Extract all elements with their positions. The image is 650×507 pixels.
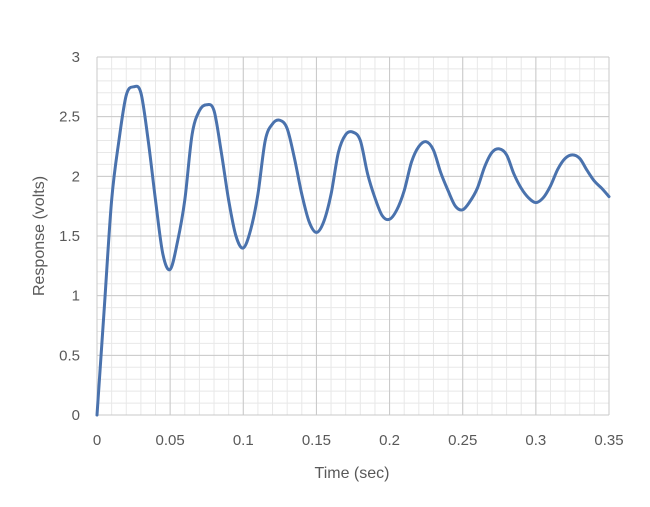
y-tick-label: 3 — [72, 49, 80, 66]
x-tick-label: 0.1 — [233, 432, 254, 449]
x-tick-label: 0.15 — [302, 432, 331, 449]
y-tick-label: 0.5 — [59, 347, 80, 364]
y-axis-title: Response (volts) — [31, 176, 48, 296]
y-tick-label: 0 — [72, 407, 80, 424]
x-tick-label: 0.35 — [594, 432, 623, 449]
y-tick-label: 1.5 — [59, 228, 80, 245]
series-line — [95, 84, 611, 417]
x-tick-label: 0.3 — [525, 432, 546, 449]
y-tick-label: 2 — [72, 168, 80, 185]
x-axis-title: Time (sec) — [315, 465, 390, 482]
y-axis-tick-labels: 0 0.5 1 1.5 2 2.5 3 — [59, 49, 80, 424]
y-tick-label: 1 — [72, 288, 80, 305]
x-tick-label: 0.2 — [379, 432, 400, 449]
x-tick-label: 0 — [93, 432, 101, 449]
x-tick-label: 0.05 — [156, 432, 185, 449]
y-tick-label: 2.5 — [59, 109, 80, 126]
series-layer — [95, 84, 611, 417]
x-axis-tick-labels: 0 0.05 0.1 0.15 0.2 0.25 0.3 0.35 — [93, 432, 624, 449]
x-tick-label: 0.25 — [448, 432, 477, 449]
major-gridlines — [96, 56, 610, 416]
